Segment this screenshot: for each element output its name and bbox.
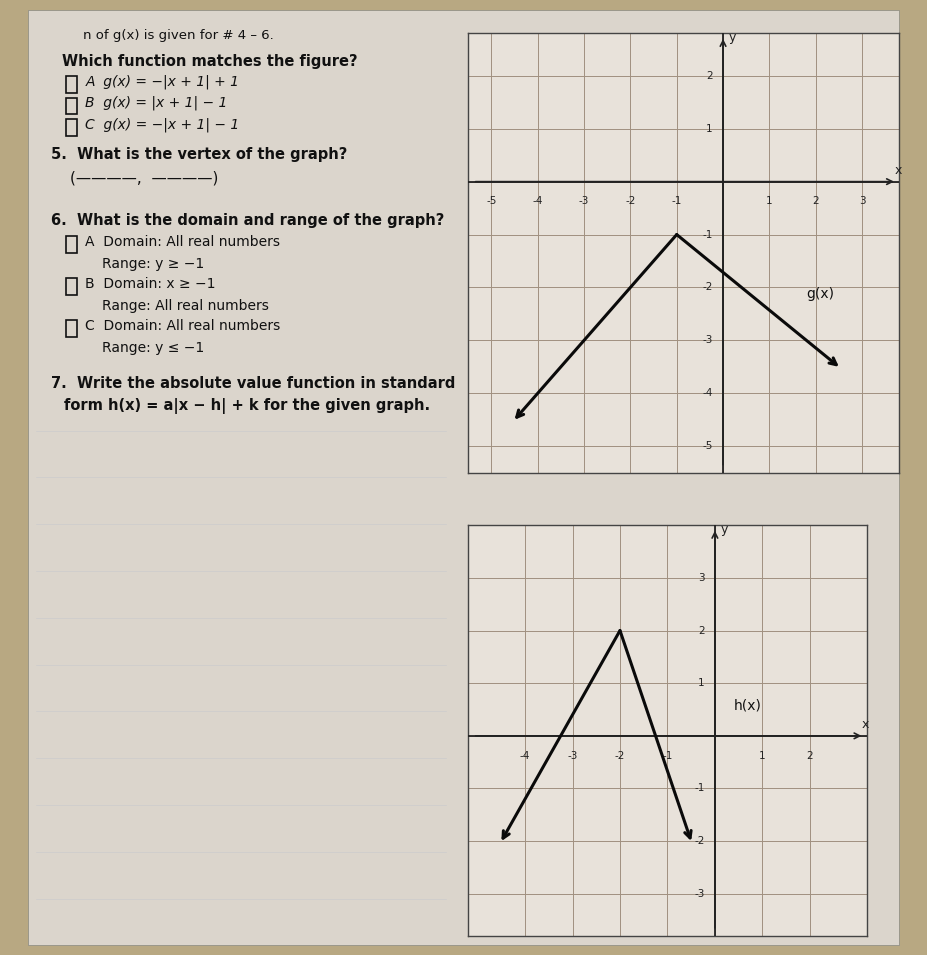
Text: -1: -1 bbox=[662, 751, 673, 760]
Text: 2: 2 bbox=[706, 71, 713, 81]
Text: x: x bbox=[895, 163, 902, 177]
Text: 1: 1 bbox=[706, 124, 713, 134]
Text: -5: -5 bbox=[486, 197, 497, 206]
Text: -4: -4 bbox=[703, 389, 713, 398]
Text: -1: -1 bbox=[671, 197, 682, 206]
Text: 1: 1 bbox=[759, 751, 766, 760]
Text: 2: 2 bbox=[812, 197, 819, 206]
Text: 7.  Write the absolute value function in standard: 7. Write the absolute value function in … bbox=[51, 376, 456, 392]
Text: -5: -5 bbox=[703, 441, 713, 452]
Text: x: x bbox=[862, 718, 870, 731]
Text: -3: -3 bbox=[567, 751, 578, 760]
Text: Range: y ≤ −1: Range: y ≤ −1 bbox=[102, 341, 205, 355]
Text: 2: 2 bbox=[806, 751, 813, 760]
Text: C  Domain: All real numbers: C Domain: All real numbers bbox=[85, 319, 281, 333]
Text: A  Domain: All real numbers: A Domain: All real numbers bbox=[85, 235, 280, 248]
Text: -2: -2 bbox=[703, 283, 713, 292]
Text: -1: -1 bbox=[703, 229, 713, 240]
Text: 3: 3 bbox=[698, 573, 705, 583]
Text: -3: -3 bbox=[703, 335, 713, 346]
Bar bbox=[66, 119, 77, 136]
Text: Which function matches the figure?: Which function matches the figure? bbox=[62, 53, 358, 69]
Text: 1: 1 bbox=[698, 678, 705, 689]
Text: C  g(x) = −|x + 1| − 1: C g(x) = −|x + 1| − 1 bbox=[85, 117, 239, 132]
Text: -4: -4 bbox=[520, 751, 530, 760]
Text: -4: -4 bbox=[532, 197, 543, 206]
Text: g(x): g(x) bbox=[806, 287, 834, 301]
Text: 3: 3 bbox=[858, 197, 866, 206]
Text: 6.  What is the domain and range of the graph?: 6. What is the domain and range of the g… bbox=[51, 213, 445, 227]
Text: -3: -3 bbox=[578, 197, 590, 206]
Text: Range: y ≥ −1: Range: y ≥ −1 bbox=[102, 257, 205, 271]
Bar bbox=[66, 278, 77, 295]
Text: A  g(x) = −|x + 1| + 1: A g(x) = −|x + 1| + 1 bbox=[85, 74, 239, 89]
Text: -2: -2 bbox=[625, 197, 636, 206]
Bar bbox=[66, 97, 77, 115]
Text: -2: -2 bbox=[615, 751, 625, 760]
Text: 2: 2 bbox=[698, 626, 705, 635]
Text: -1: -1 bbox=[694, 783, 705, 794]
Text: 5.  What is the vertex of the graph?: 5. What is the vertex of the graph? bbox=[51, 147, 348, 162]
Text: B  Domain: x ≥ −1: B Domain: x ≥ −1 bbox=[85, 277, 216, 290]
Text: B  g(x) = |x + 1| − 1: B g(x) = |x + 1| − 1 bbox=[85, 96, 228, 111]
Text: n of g(x) is given for # 4 – 6.: n of g(x) is given for # 4 – 6. bbox=[83, 30, 274, 42]
Text: 1: 1 bbox=[766, 197, 773, 206]
Text: -2: -2 bbox=[694, 837, 705, 846]
Bar bbox=[66, 236, 77, 253]
Text: Range: All real numbers: Range: All real numbers bbox=[102, 299, 270, 313]
Text: (————,  ————): (————, ————) bbox=[70, 171, 219, 185]
Text: -3: -3 bbox=[694, 889, 705, 899]
Text: h(x): h(x) bbox=[734, 698, 762, 712]
Bar bbox=[66, 320, 77, 337]
Text: y: y bbox=[729, 32, 736, 44]
Text: y: y bbox=[720, 523, 728, 536]
Text: form h(x) = a|x − h| + k for the given graph.: form h(x) = a|x − h| + k for the given g… bbox=[64, 398, 430, 414]
Bar bbox=[66, 76, 77, 93]
